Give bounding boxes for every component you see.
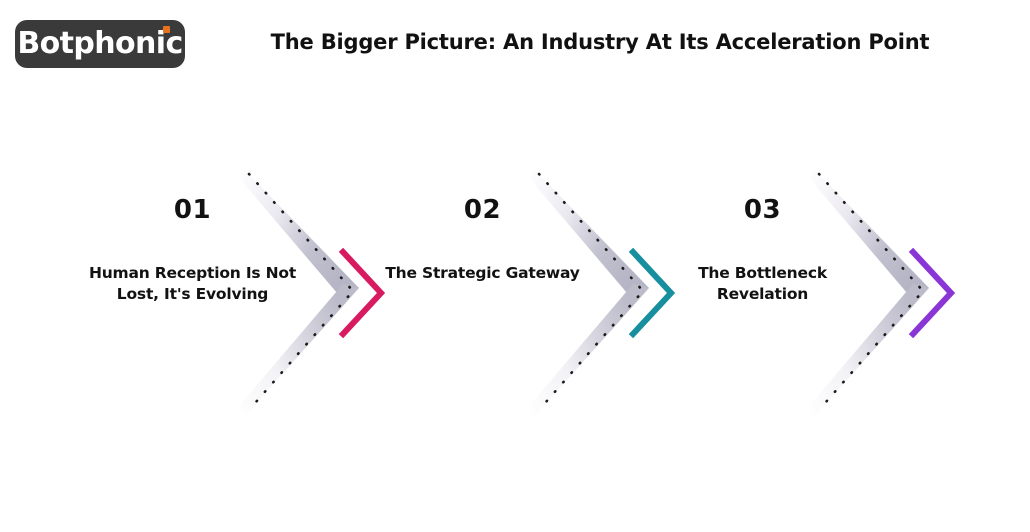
page-header: Botphonic The Bigger Picture: An Industr… [0,0,1030,90]
step-item-2: 02 The Strategic Gateway [375,160,675,440]
step-number-1: 01 [173,195,212,225]
step-item-1: 01 Human Reception Is Not Lost, It's Evo… [85,160,385,440]
step-item-3: 03 The Bottleneck Revelation [655,160,955,440]
step-label-1: Human Reception Is Not Lost, It's Evolvi… [88,264,297,304]
page-title: The Bigger Picture: An Industry At Its A… [270,30,930,54]
brand-logo-text: Botphonic [17,26,183,61]
step-label-2: The Strategic Gateway [385,264,580,282]
chevron-graphic-3 [805,160,955,430]
brand-logo-label: Botphonic [17,26,183,61]
step-label-3: The Bottleneck Revelation [698,264,827,304]
brand-logo[interactable]: Botphonic [15,20,185,68]
chevron-graphic-1 [235,160,385,430]
logo-accent-dot-icon [162,26,170,33]
step-number-3: 03 [743,195,782,225]
chevron-graphic-2 [525,160,675,430]
step-number-2: 02 [463,195,502,225]
